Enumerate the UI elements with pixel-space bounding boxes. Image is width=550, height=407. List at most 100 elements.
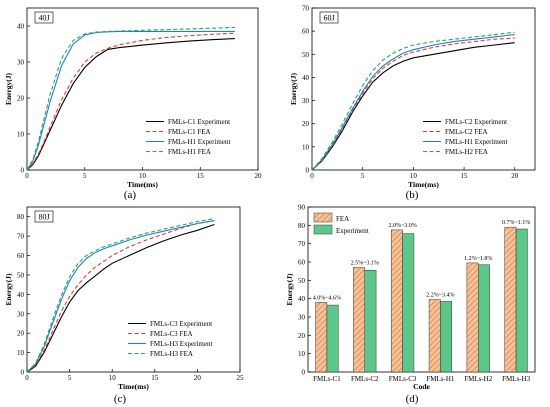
panel-caption: (d) xyxy=(406,393,419,405)
bar-experiment-5 xyxy=(515,228,528,373)
panel-tag-box xyxy=(34,210,54,223)
x-tick-label: 10 xyxy=(109,374,117,382)
category-label: FMLs-C1 xyxy=(313,375,341,383)
series-line-0 xyxy=(311,42,515,171)
y-tick-label: 30 xyxy=(17,59,25,67)
panel-caption: (c) xyxy=(114,393,127,405)
bar-fea-3 xyxy=(428,299,441,373)
y-tick-label: 40 xyxy=(298,295,306,303)
y-tick-label: 20 xyxy=(302,120,310,128)
y-tick-label: 10 xyxy=(17,349,25,357)
difference-annotation: 2.0%~3.0% xyxy=(388,223,416,229)
panel-tag-box xyxy=(34,11,54,24)
bar-fea-4 xyxy=(466,262,479,373)
x-tick-label: 5 xyxy=(361,172,365,180)
y-tick-label: 80 xyxy=(17,213,25,221)
x-tick-label: 10 xyxy=(410,172,418,180)
legend-label-2: FMLs-H1 Experiment xyxy=(445,138,507,146)
legend-label-1: Experiment xyxy=(336,227,369,235)
plot-frame xyxy=(26,206,241,373)
y-tick-label: 60 xyxy=(17,252,25,260)
legend-swatch-0 xyxy=(313,212,333,223)
x-tick-label: 5 xyxy=(83,172,87,180)
y-tick-label: 70 xyxy=(302,5,310,13)
y-tick-label: 90 xyxy=(298,204,306,212)
y-tick-label: 0 xyxy=(21,167,25,175)
x-tick-label: 10 xyxy=(139,172,147,180)
series-line-3 xyxy=(26,218,215,373)
panel-caption: (b) xyxy=(406,189,419,201)
y-tick-label: 30 xyxy=(302,97,310,105)
series-line-0 xyxy=(26,38,235,171)
y-axis-label: Energy(J) xyxy=(4,72,13,105)
legend-label-0: FMLs-C1 Experiment xyxy=(168,118,230,126)
series-line-1 xyxy=(311,37,515,171)
legend-label-0: FEA xyxy=(336,215,349,223)
bar-fea-0 xyxy=(315,302,328,373)
x-tick-label: 15 xyxy=(461,172,469,180)
chart-panel-3: 0 10 20 30 40 50 60 70 80 90 Energy(J) Code (d) FMLs-… xyxy=(285,204,536,405)
difference-annotation: 2.5%~3.1% xyxy=(351,261,379,267)
x-tick-label: 20 xyxy=(194,374,202,382)
bar-fea-5 xyxy=(504,226,517,373)
y-tick-label: 70 xyxy=(298,240,306,248)
difference-annotation: 4.0%~4.6% xyxy=(313,295,341,301)
y-tick-label: 50 xyxy=(302,51,310,59)
bar-fea-1 xyxy=(353,267,365,373)
x-tick-label: 20 xyxy=(255,172,263,180)
x-tick-label: 0 xyxy=(25,374,29,382)
series-line-0 xyxy=(26,223,215,373)
y-tick-label: 80 xyxy=(298,222,306,230)
legend-label-3: FMLs-H1 FEA xyxy=(168,148,211,156)
x-tick-label: 0 xyxy=(310,172,314,180)
x-tick-label: 0 xyxy=(25,172,29,180)
y-tick-label: 0 xyxy=(302,369,306,377)
y-tick-label: 20 xyxy=(17,95,25,103)
x-axis-label: Code xyxy=(413,382,430,391)
chart-panel-1: 0 10 20 30 40 50 60 70 Energy(J) Time(ms)(b) 0 5 10 1… xyxy=(289,5,536,201)
y-tick-label: 10 xyxy=(298,350,306,358)
legend-label-2: FMLs-H1 Experiment xyxy=(168,138,230,146)
panel-tag-label: 80J xyxy=(38,213,49,222)
difference-annotation: 2.2%~3.4% xyxy=(426,293,454,299)
y-tick-label: 60 xyxy=(298,259,306,267)
legend-label-1: FMLs-C1 FEA xyxy=(168,128,211,136)
y-tick-label: 60 xyxy=(302,28,310,36)
legend-label-1: FMLs-C2 FEA xyxy=(445,128,488,136)
y-tick-label: 70 xyxy=(17,233,25,241)
x-tick-label: 15 xyxy=(151,374,159,382)
y-tick-label: 40 xyxy=(17,23,25,31)
series-line-3 xyxy=(26,26,235,171)
bar-experiment-1 xyxy=(364,270,377,373)
x-tick-label: 15 xyxy=(197,172,205,180)
bar-experiment-3 xyxy=(440,301,453,373)
y-axis-label: Energy(J) xyxy=(4,273,13,306)
y-tick-label: 20 xyxy=(17,330,25,338)
series-line-2 xyxy=(26,220,215,373)
y-tick-label: 30 xyxy=(298,314,306,322)
category-label: FMLs-H3 xyxy=(502,375,531,383)
legend-label-2: FMLs-H3 Experiment xyxy=(150,340,212,348)
panel-tag-label: 60J xyxy=(323,14,334,23)
x-tick-label: 25 xyxy=(237,374,245,382)
category-label: FMLs-C2 xyxy=(351,375,379,383)
y-tick-label: 40 xyxy=(302,74,310,82)
category-label: FMLs-C3 xyxy=(389,375,417,383)
y-axis-label: Energy(J) xyxy=(289,72,298,105)
bar-fea-2 xyxy=(390,229,403,373)
legend-label-3: FMLs-H3 FEA xyxy=(150,350,193,358)
plot-frame xyxy=(307,206,536,373)
legend-label-3: FMLs-H2 FEA xyxy=(445,148,488,156)
panel-tag: 60J xyxy=(319,11,339,24)
difference-annotation: 1.2%~1.8% xyxy=(464,256,492,262)
chart-panel-2: 0 10 20 30 40 50 60 70 80 Energy(J) Time(ms) (c) 0 5 1… xyxy=(4,206,245,405)
panel-caption: (a) xyxy=(124,189,137,201)
y-tick-label: 0 xyxy=(21,369,25,377)
x-axis-label: Time(ms) xyxy=(127,180,158,189)
category-label: FMLs-H2 xyxy=(464,375,493,383)
legend-label-0: FMLs-C3 Experiment xyxy=(150,320,212,328)
series-line-2 xyxy=(311,34,515,171)
bar-experiment-0 xyxy=(326,304,339,373)
plot-frame xyxy=(311,7,536,171)
